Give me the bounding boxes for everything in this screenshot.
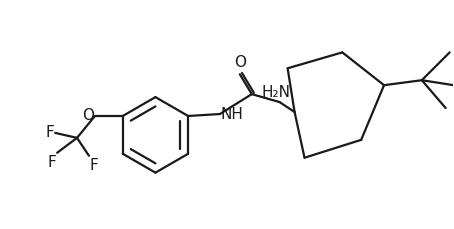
Text: F: F xyxy=(45,125,54,140)
Text: O: O xyxy=(82,109,94,123)
Text: O: O xyxy=(234,55,246,70)
Text: F: F xyxy=(47,155,56,170)
Text: NH: NH xyxy=(221,106,244,122)
Text: F: F xyxy=(90,158,99,173)
Text: H₂N: H₂N xyxy=(262,85,291,100)
